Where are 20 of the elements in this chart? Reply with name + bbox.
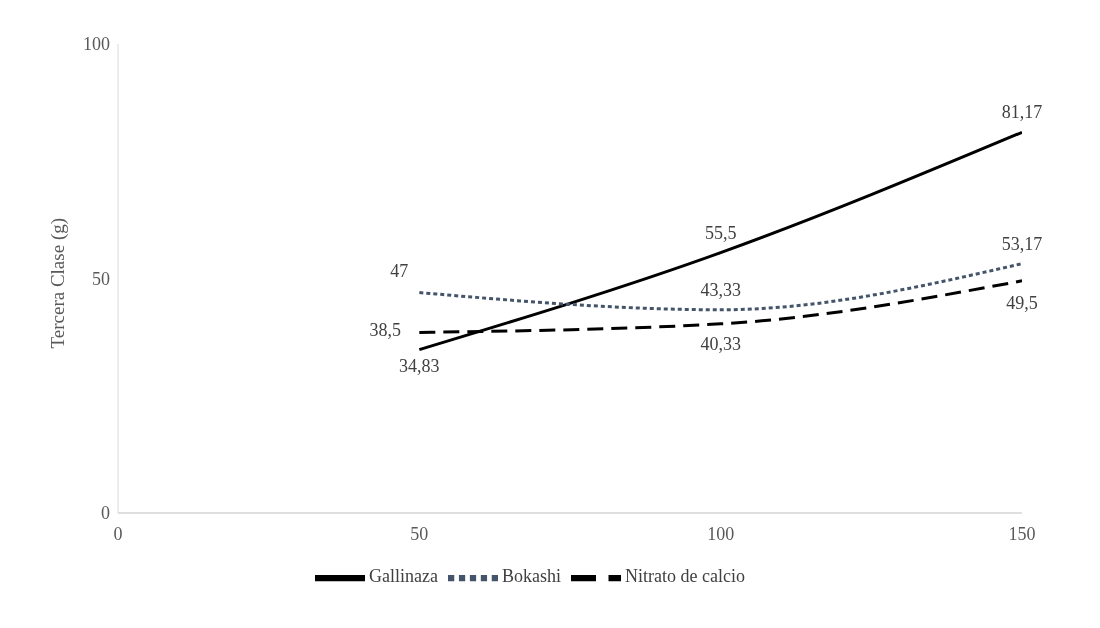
x-tick-label: 150 bbox=[1008, 523, 1036, 544]
legend-label: Gallinaza bbox=[369, 566, 438, 587]
x-tick-label: 50 bbox=[410, 523, 429, 544]
data-label: 40,33 bbox=[700, 333, 741, 354]
data-label: 43,33 bbox=[700, 279, 741, 300]
data-label: 47 bbox=[390, 260, 409, 281]
legend-label: Bokashi bbox=[502, 566, 562, 587]
y-tick-label: 0 bbox=[101, 503, 110, 524]
y-tick-label: 100 bbox=[83, 34, 110, 55]
data-label: 49,5 bbox=[1006, 292, 1038, 313]
data-label: 34,83 bbox=[399, 355, 440, 376]
x-tick-label: 0 bbox=[113, 523, 123, 544]
data-label: 55,5 bbox=[704, 222, 737, 243]
y-tick-label: 50 bbox=[92, 268, 110, 289]
data-label: 53,17 bbox=[1001, 233, 1043, 254]
legend-label: Nitrato de calcio bbox=[625, 566, 745, 587]
data-label: 38,5 bbox=[369, 320, 402, 341]
x-tick-label: 100 bbox=[707, 523, 735, 544]
y-axis-title: Tercera Clase (g) bbox=[46, 217, 69, 349]
data-label: 81,17 bbox=[1001, 102, 1043, 123]
